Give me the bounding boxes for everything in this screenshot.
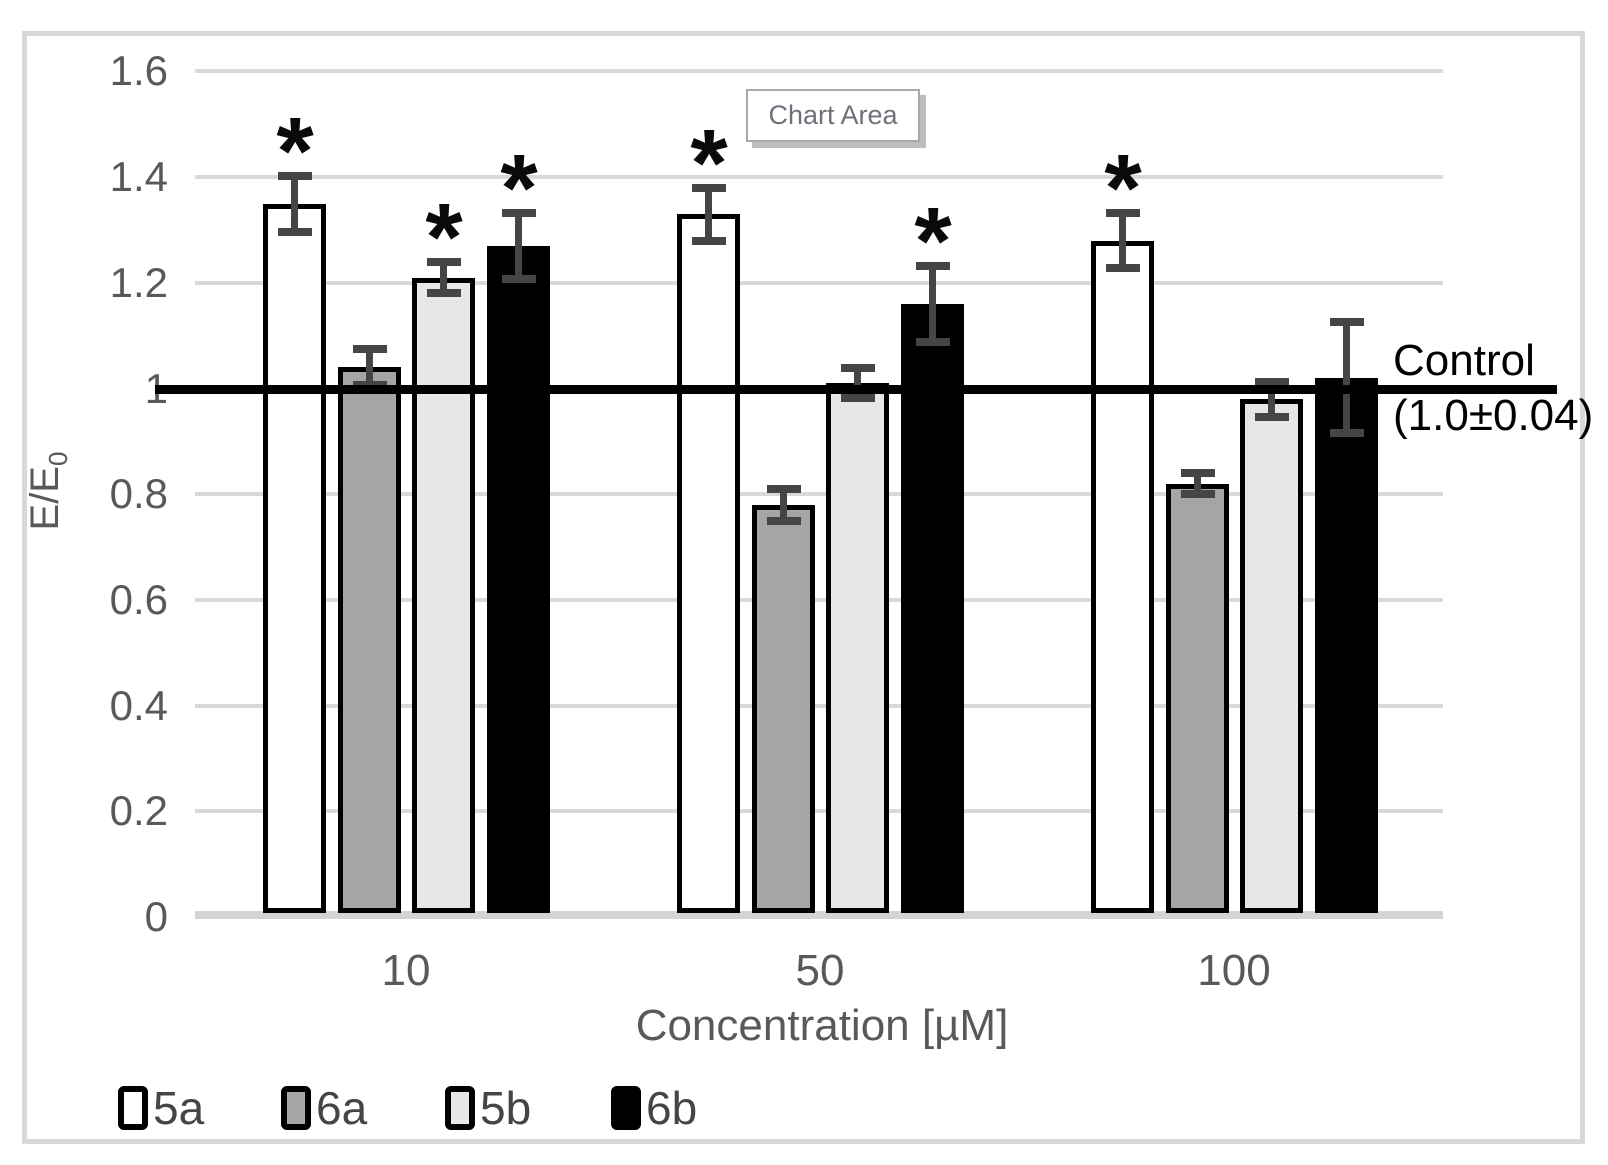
error-bar-stem bbox=[1119, 213, 1126, 268]
error-bar-cap-bottom bbox=[692, 237, 726, 245]
significance-asterisk-5b-10uM: * bbox=[425, 184, 463, 291]
error-bar-cap-bottom bbox=[427, 289, 461, 297]
error-bar-cap-top bbox=[916, 262, 950, 270]
y-tick-label-0.2[interactable]: 0.2 bbox=[109, 787, 168, 834]
error-bar-stem bbox=[780, 489, 787, 521]
error-bar-cap-bottom bbox=[278, 228, 312, 236]
bar-6b-100uM[interactable] bbox=[1315, 378, 1378, 913]
x-axis-title[interactable]: Concentration [µM] bbox=[635, 1001, 1009, 1050]
error-bar-cap-top bbox=[1181, 469, 1215, 477]
error-bar-stem bbox=[515, 213, 522, 279]
error-bar-cap-bottom bbox=[767, 517, 801, 525]
error-bar-stem bbox=[291, 176, 298, 232]
y-tick-label-1.6[interactable]: 1.6 bbox=[109, 47, 168, 94]
bar-5a-10uM[interactable] bbox=[263, 204, 326, 913]
legend-marker-5b bbox=[445, 1086, 475, 1130]
bar-5b-100uM[interactable] bbox=[1240, 399, 1303, 913]
gridline-0.4 bbox=[195, 704, 1443, 708]
error-bar-cap-bottom bbox=[841, 394, 875, 402]
error-bar-cap-bottom bbox=[916, 338, 950, 346]
bar-5a-50uM[interactable] bbox=[677, 214, 740, 913]
error-bar-cap-bottom bbox=[1330, 429, 1364, 437]
bar-6b-50uM[interactable] bbox=[901, 304, 964, 913]
legend-marker-6b bbox=[611, 1086, 641, 1130]
y-tick-label-0[interactable]: 0 bbox=[144, 893, 168, 940]
gridline-0.2 bbox=[195, 809, 1443, 813]
legend-item-6b[interactable]: 6b bbox=[611, 1084, 697, 1132]
legend-label-6a: 6a bbox=[316, 1082, 368, 1134]
gridline-1.4 bbox=[195, 175, 1443, 179]
legend-marker-6a bbox=[281, 1086, 311, 1130]
legend-label-6b: 6b bbox=[646, 1082, 698, 1134]
error-bar-cap-top bbox=[427, 258, 461, 266]
y-tick-label-0.8[interactable]: 0.8 bbox=[109, 470, 168, 517]
y-tick-label-1.4[interactable]: 1.4 bbox=[109, 153, 168, 200]
error-bar-stem bbox=[366, 349, 373, 385]
x-tick-label-10[interactable]: 10 bbox=[381, 946, 431, 995]
control-label-line1[interactable]: Control bbox=[1393, 336, 1535, 385]
bar-6b-10uM[interactable] bbox=[487, 246, 550, 913]
gridline-1.2 bbox=[195, 281, 1443, 285]
gridline-0.6 bbox=[195, 598, 1443, 602]
error-bar-cap-bottom bbox=[1255, 413, 1289, 421]
legend-label-5a: 5a bbox=[153, 1082, 205, 1134]
x-axis-line bbox=[195, 911, 1443, 919]
error-bar-cap-top bbox=[767, 485, 801, 493]
error-bar-stem bbox=[1343, 322, 1350, 433]
error-bar-cap-top bbox=[1330, 318, 1364, 326]
error-bar-cap-top bbox=[841, 364, 875, 372]
significance-asterisk-6b-50uM: * bbox=[914, 188, 952, 295]
y-tick-label-1.2[interactable]: 1.2 bbox=[109, 259, 168, 306]
error-bar-cap-bottom bbox=[1106, 264, 1140, 272]
chart-area-tooltip: Chart Area bbox=[746, 89, 920, 142]
significance-asterisk-5a-100uM: * bbox=[1104, 135, 1142, 242]
error-bar-stem bbox=[929, 266, 936, 342]
bar-5b-10uM[interactable] bbox=[412, 278, 475, 913]
error-bar-cap-top bbox=[353, 345, 387, 353]
legend-item-6a[interactable]: 6a bbox=[281, 1084, 367, 1132]
bar-5a-100uM[interactable] bbox=[1091, 241, 1154, 913]
x-tick-label-100[interactable]: 100 bbox=[1197, 946, 1271, 995]
control-label-line2[interactable]: (1.0±0.04) bbox=[1393, 391, 1594, 440]
x-tick-label-50[interactable]: 50 bbox=[795, 946, 845, 995]
error-bar-stem bbox=[1194, 473, 1201, 494]
y-axis-title-subscript: 0 bbox=[43, 451, 73, 466]
gridline-0.8 bbox=[195, 492, 1443, 496]
gridline-1.6 bbox=[195, 69, 1443, 73]
error-bar-cap-bottom bbox=[1181, 490, 1215, 498]
error-bar-stem bbox=[854, 368, 861, 398]
error-bar-stem bbox=[440, 262, 447, 293]
y-tick-label-0.4[interactable]: 0.4 bbox=[109, 682, 168, 729]
legend-item-5a[interactable]: 5a bbox=[118, 1084, 204, 1132]
error-bar-cap-bottom bbox=[502, 275, 536, 283]
error-bar-stem bbox=[705, 188, 712, 241]
error-bar-cap-top bbox=[278, 172, 312, 180]
bar-5b-50uM[interactable] bbox=[826, 383, 889, 913]
y-tick-label-1[interactable]: 1 bbox=[50, 362, 168, 416]
error-bar-cap-top bbox=[1255, 378, 1289, 386]
control-reference-line[interactable] bbox=[155, 385, 1557, 394]
significance-asterisk-6b-10uM: * bbox=[500, 135, 538, 242]
error-bar-cap-top bbox=[502, 209, 536, 217]
error-bar-cap-top bbox=[692, 184, 726, 192]
bar-6a-50uM[interactable] bbox=[752, 505, 815, 913]
error-bar-stem bbox=[1268, 382, 1275, 417]
bar-6a-100uM[interactable] bbox=[1166, 484, 1229, 913]
legend-marker-5a bbox=[118, 1086, 148, 1130]
legend-label-5b: 5b bbox=[480, 1082, 532, 1134]
legend-item-5b[interactable]: 5b bbox=[445, 1084, 531, 1132]
error-bar-cap-top bbox=[1106, 209, 1140, 217]
bar-6a-10uM[interactable] bbox=[338, 367, 401, 913]
y-tick-label-0.6[interactable]: 0.6 bbox=[109, 576, 168, 623]
significance-asterisk-5a-50uM: * bbox=[690, 110, 728, 217]
significance-asterisk-5a-10uM: * bbox=[276, 98, 314, 205]
